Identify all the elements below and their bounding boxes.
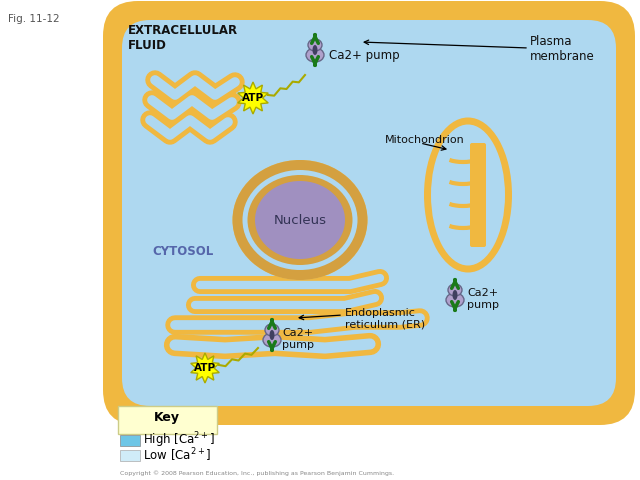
Ellipse shape [424,118,512,273]
Ellipse shape [243,170,358,270]
Ellipse shape [431,124,505,265]
Text: Low [Ca$^{2+}$]: Low [Ca$^{2+}$] [143,446,211,464]
Ellipse shape [263,333,281,347]
Text: Ca2+
pump: Ca2+ pump [282,328,314,350]
Ellipse shape [232,160,367,280]
Text: Key: Key [154,411,180,424]
FancyBboxPatch shape [118,406,217,434]
FancyBboxPatch shape [120,435,140,446]
FancyBboxPatch shape [120,450,140,461]
Ellipse shape [308,39,322,51]
Text: Ca2+ pump: Ca2+ pump [329,48,399,61]
Text: ATP: ATP [242,93,264,103]
Ellipse shape [269,330,275,340]
Polygon shape [191,353,220,383]
Text: Ca2+
pump: Ca2+ pump [467,288,499,310]
Text: Mitochondrion: Mitochondrion [385,135,465,145]
Ellipse shape [312,45,317,55]
FancyBboxPatch shape [470,143,486,247]
FancyBboxPatch shape [122,20,616,406]
Text: High [Ca$^{2+}$]: High [Ca$^{2+}$] [143,430,215,450]
FancyBboxPatch shape [112,10,628,413]
Ellipse shape [232,160,367,280]
Text: Copyright © 2008 Pearson Education, Inc., publishing as Pearson Benjamin Cumming: Copyright © 2008 Pearson Education, Inc.… [120,470,394,476]
FancyBboxPatch shape [103,1,635,425]
Text: Endoplasmic
reticulum (ER): Endoplasmic reticulum (ER) [345,308,425,330]
Ellipse shape [265,324,279,336]
Ellipse shape [448,284,462,296]
Ellipse shape [306,48,324,62]
Text: Plasma
membrane: Plasma membrane [530,35,595,63]
Text: CYTOSOL: CYTOSOL [152,245,213,258]
Text: Nucleus: Nucleus [273,214,326,227]
Ellipse shape [248,175,353,265]
Text: ATP: ATP [194,363,216,373]
Text: Fig. 11-12: Fig. 11-12 [8,14,60,24]
Ellipse shape [446,293,464,307]
Text: EXTRACELLULAR
FLUID: EXTRACELLULAR FLUID [128,24,238,52]
Polygon shape [238,82,268,114]
Ellipse shape [255,181,345,259]
Ellipse shape [452,290,458,300]
